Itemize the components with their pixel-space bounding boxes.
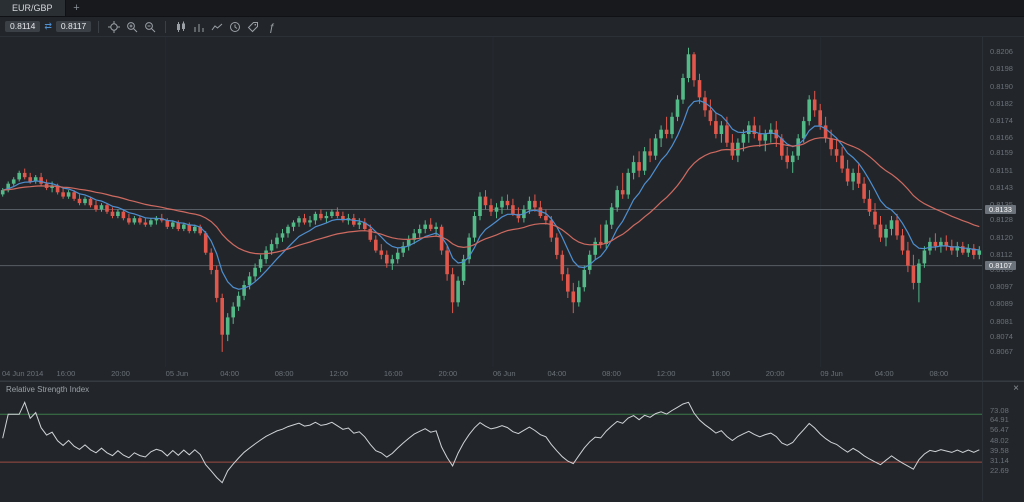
time-axis-label: 09 Jun — [820, 369, 843, 378]
time-axis-label: 08:00 — [602, 369, 621, 378]
price-level-badge: 0.8133 — [985, 204, 1016, 215]
price-axis[interactable]: 0.8206 0.8198 0.8190 0.8182 0.8174 0.8166 0.81… — [982, 37, 1024, 367]
rsi-axis-label: 73.08 — [990, 405, 1009, 415]
price-axis-label: 0.8074 — [990, 331, 1013, 341]
time-axis-label: 16:00 — [56, 369, 76, 378]
time-axis-label: 16:00 — [711, 369, 730, 378]
rsi-axis-label: 22.69 — [990, 465, 1009, 475]
toolbar-separator — [98, 20, 100, 33]
price-axis-label: 0.8143 — [990, 182, 1013, 192]
price-axis-label: 0.8089 — [990, 299, 1013, 309]
rsi-axis[interactable]: 73.08 64.91 56.47 48.02 39.58 31.14 22.69 — [982, 382, 1024, 501]
main-chart-area: 0.8206 0.8198 0.8190 0.8182 0.8174 0.8166 0.81… — [0, 37, 1024, 367]
tab-bar: EUR/GBP + — [0, 0, 1024, 17]
time-axis-label: 20:00 — [111, 369, 130, 378]
rsi-axis-label: 56.47 — [990, 425, 1009, 435]
time-axis-row: 04 Jun 2014 16:00 20:00 05 Jun 04:00 08:00 12:… — [0, 367, 1024, 381]
price-axis-label: 0.8081 — [990, 316, 1013, 326]
rsi-title: Relative Strength Index — [6, 385, 90, 394]
indicator-function-icon[interactable]: ƒ — [263, 19, 279, 35]
svg-text:ƒ: ƒ — [269, 22, 275, 33]
price-axis-label: 0.8174 — [990, 116, 1013, 126]
time-axis-label: 04 Jun 2014 — [2, 369, 44, 378]
tab-eurgbp[interactable]: EUR/GBP — [0, 0, 66, 16]
rsi-close-button[interactable]: × — [1013, 383, 1019, 394]
axis-corner — [982, 367, 1024, 380]
ask-price-badge[interactable]: 0.8117 — [55, 20, 92, 33]
new-tab-button[interactable]: + — [73, 2, 80, 14]
price-axis-label: 0.8198 — [990, 64, 1013, 74]
price-axis-label: 0.8190 — [990, 81, 1013, 91]
toolbar-separator — [165, 20, 167, 33]
price-level-badge: 0.8107 — [985, 260, 1016, 271]
time-axis[interactable]: 04 Jun 2014 16:00 20:00 05 Jun 04:00 08:00 12:… — [0, 367, 982, 380]
time-axis-label: 08:00 — [274, 369, 294, 378]
zoom-out-icon[interactable] — [142, 19, 158, 35]
rsi-panel: Relative Strength Index × 73.08 64.91 56.4… — [0, 381, 1024, 501]
time-axis-label: 04:00 — [547, 369, 567, 378]
ma-fast-line — [2, 99, 980, 290]
price-axis-label: 0.8128 — [990, 215, 1013, 225]
price-axis-label: 0.8151 — [990, 165, 1013, 175]
price-axis-label: 0.8067 — [990, 346, 1013, 356]
line-chart-icon[interactable] — [209, 19, 225, 35]
rsi-axis-label: 31.14 — [990, 455, 1009, 465]
crosshair-icon[interactable] — [106, 19, 122, 35]
time-axis-label: 20:00 — [765, 369, 785, 378]
price-axis-label: 0.8206 — [990, 47, 1013, 57]
time-axis-label: 16:00 — [383, 369, 403, 378]
time-axis-label: 12:00 — [329, 369, 349, 378]
rsi-line-chart[interactable] — [0, 382, 982, 502]
time-axis-label: 08:00 — [929, 369, 949, 378]
timeframe-clock-icon[interactable] — [227, 19, 243, 35]
rsi-axis-label: 39.58 — [990, 445, 1009, 455]
chart-toolbar: 0.8114 ⇄ 0.8117 ƒ — [0, 17, 1024, 37]
time-axis-label: 06 Jun — [493, 369, 516, 378]
candlestick-chart[interactable] — [0, 37, 982, 367]
price-axis-label: 0.8166 — [990, 133, 1013, 143]
ma-slow-line — [2, 137, 980, 255]
bar-chart-icon[interactable] — [191, 19, 207, 35]
time-axis-label: 04:00 — [874, 369, 894, 378]
price-axis-label: 0.8182 — [990, 98, 1013, 108]
price-tag-icon[interactable] — [245, 19, 261, 35]
price-axis-label: 0.8159 — [990, 148, 1013, 158]
price-axis-label: 0.8120 — [990, 232, 1013, 242]
time-axis-label: 05 Jun — [165, 369, 189, 378]
rsi-axis-label: 48.02 — [990, 435, 1009, 445]
price-axis-label: 0.8097 — [990, 282, 1013, 292]
tab-label: EUR/GBP — [12, 3, 53, 13]
time-axis-label: 20:00 — [438, 369, 458, 378]
toolbar-group-chart-tools: ƒ — [173, 19, 279, 35]
candlestick-chart-icon[interactable] — [173, 19, 189, 35]
price-axis-label: 0.8112 — [990, 249, 1013, 259]
bid-price-badge[interactable]: 0.8114 — [5, 20, 41, 33]
toolbar-group-cursor-zoom — [106, 19, 158, 35]
rsi-axis-label: 64.91 — [990, 415, 1009, 425]
time-axis-label: 12:00 — [656, 369, 676, 378]
rsi-line — [2, 400, 980, 484]
spread-arrows-icon: ⇄ — [44, 21, 52, 31]
zoom-in-icon[interactable] — [124, 19, 140, 35]
time-axis-label: 04:00 — [220, 369, 239, 378]
